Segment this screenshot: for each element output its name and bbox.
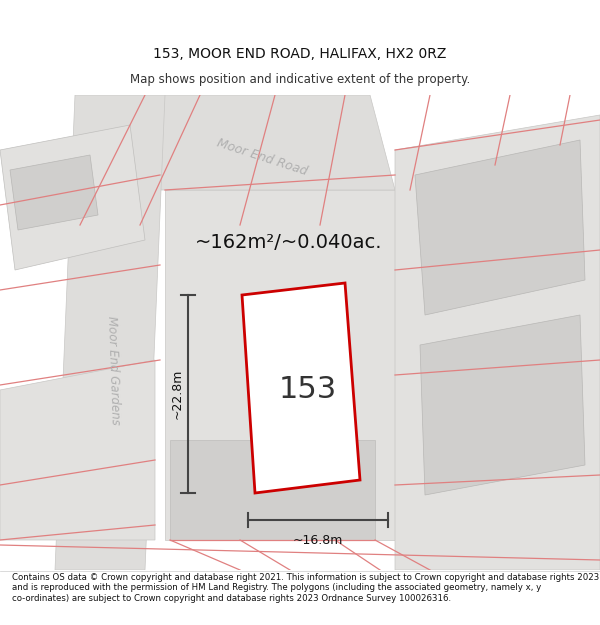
Polygon shape [165,190,490,540]
Polygon shape [242,283,360,493]
Text: Moor End Road: Moor End Road [215,136,309,178]
Polygon shape [0,360,155,540]
Polygon shape [10,155,98,230]
Polygon shape [0,125,145,270]
Text: 153: 153 [279,376,337,404]
Text: ~22.8m: ~22.8m [171,369,184,419]
Polygon shape [170,440,375,540]
Polygon shape [395,115,600,570]
Text: 153, MOOR END ROAD, HALIFAX, HX2 0RZ: 153, MOOR END ROAD, HALIFAX, HX2 0RZ [154,47,446,61]
Text: ~16.8m: ~16.8m [293,534,343,547]
Polygon shape [55,95,165,570]
Text: Contains OS data © Crown copyright and database right 2021. This information is : Contains OS data © Crown copyright and d… [12,572,599,602]
Text: ~162m²/~0.040ac.: ~162m²/~0.040ac. [195,234,383,253]
Text: Moor End Gardens: Moor End Gardens [104,315,121,425]
Text: Map shows position and indicative extent of the property.: Map shows position and indicative extent… [130,73,470,86]
Polygon shape [420,315,585,495]
Polygon shape [115,95,395,190]
Polygon shape [415,140,585,315]
